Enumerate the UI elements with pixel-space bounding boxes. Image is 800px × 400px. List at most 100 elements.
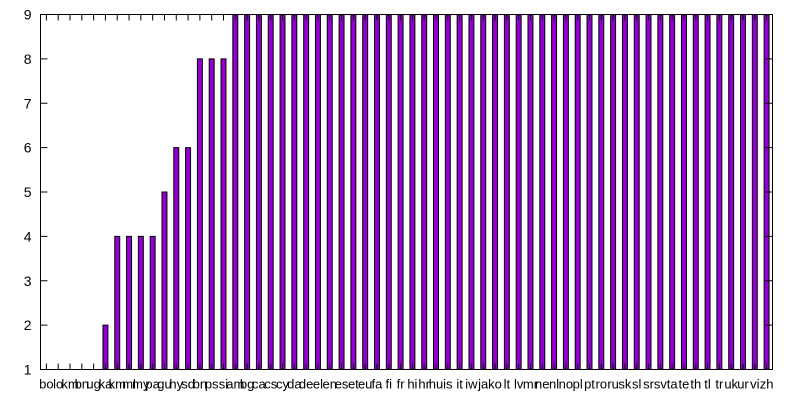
bars-layer <box>102 14 770 371</box>
y-tick-label: 6 <box>24 140 32 156</box>
x-tick-label: pl <box>573 377 583 392</box>
x-tick-label: cs <box>264 377 278 392</box>
bar-el <box>314 14 321 370</box>
y-ticks: 1 2 3 4 5 6 7 8 9 <box>24 7 773 378</box>
bar-pa <box>149 235 156 371</box>
x-tick-label: am <box>226 377 244 392</box>
bar-cs <box>267 14 274 370</box>
bar-nl <box>551 14 558 370</box>
x-tick-label: pt <box>584 377 595 392</box>
bar-de <box>303 14 310 370</box>
x-tick-label: is <box>443 377 453 392</box>
bar-lv <box>515 14 522 370</box>
bar-sv <box>657 14 664 370</box>
x-tick-label: eu <box>358 377 372 392</box>
bar-is <box>444 14 451 370</box>
x-tick-label: zh <box>760 377 774 392</box>
bar-da <box>291 14 298 370</box>
x-tick-label: km <box>61 377 78 392</box>
x-tick-label: hy <box>169 377 183 392</box>
bar-vi <box>751 14 758 370</box>
bar-th <box>692 14 699 370</box>
bar-am <box>232 14 239 370</box>
x-tick-label: gu <box>157 377 171 392</box>
x-tick-label: sv <box>654 377 668 392</box>
bar-ta <box>669 14 676 370</box>
bar-bn <box>196 58 203 371</box>
x-tick-label: ta <box>667 377 679 392</box>
x-tick-label: hi <box>407 377 417 392</box>
bar-hu <box>433 14 440 370</box>
x-tick-label: sd <box>181 377 195 392</box>
x-tick-label: de <box>299 377 313 392</box>
bar-sd <box>185 147 192 371</box>
x-tick-label: lo <box>53 377 63 392</box>
bar-cy <box>279 14 286 370</box>
x-tick-label: tr <box>715 377 724 392</box>
bar-ur <box>740 14 746 370</box>
bar-no <box>562 14 569 370</box>
plot-frame <box>40 14 773 370</box>
bar-hi <box>409 14 416 370</box>
x-tick-label: ca <box>252 377 267 392</box>
bar-eu <box>362 14 369 370</box>
axes-layer <box>45 14 768 370</box>
x-tick-label: hu <box>429 377 443 392</box>
bar-pt <box>586 14 593 370</box>
bar-te <box>680 14 687 370</box>
bar-uk <box>728 14 735 370</box>
x-tick-label: ko <box>488 377 502 392</box>
x-tick-label: sr <box>643 377 655 392</box>
x-tick-label: th <box>690 377 701 392</box>
bar-ko <box>492 14 499 370</box>
bar-tl <box>704 14 711 370</box>
x-tick-label: es <box>335 377 349 392</box>
x-tick-label: my <box>132 377 150 392</box>
bar-iw <box>468 14 475 370</box>
y-tick-label: 5 <box>24 184 32 200</box>
bar-ka <box>102 324 109 371</box>
bar-sr <box>645 14 652 370</box>
bar-gu <box>161 191 168 370</box>
x-tick-label: tl <box>704 377 711 392</box>
bar-es <box>338 14 345 370</box>
x-tick-label: bo <box>39 377 53 392</box>
bar-it <box>456 14 463 370</box>
bar-ps <box>208 58 215 371</box>
y-tick-label: 3 <box>24 273 32 289</box>
bar-fr <box>397 14 404 370</box>
x-tick-label: lv <box>514 377 524 392</box>
bar-si <box>220 58 227 371</box>
x-tick-label: fi <box>386 377 393 392</box>
x-tick-label: da <box>287 377 302 392</box>
bar-ru <box>610 14 617 370</box>
x-tick-label: ug <box>86 377 100 392</box>
x-tick-label: ur <box>737 377 749 392</box>
x-tick-label: el <box>313 377 323 392</box>
x-tick-label: cy <box>276 377 290 392</box>
bar-ml <box>126 235 133 371</box>
x-tick-label: fr <box>397 377 406 392</box>
x-tick-label: ru <box>607 377 619 392</box>
x-tick-label: km <box>109 377 126 392</box>
bar-et <box>350 14 357 370</box>
bar-pl <box>574 14 581 370</box>
x-tick-label: lt <box>504 377 511 392</box>
bar-ca <box>255 14 262 370</box>
x-tick-label: ml <box>122 377 136 392</box>
y-tick-label: 4 <box>24 228 32 244</box>
x-tick-label: bn <box>75 377 89 392</box>
bar-my <box>137 235 144 371</box>
bar-fi <box>385 14 392 370</box>
y-tick-label: 1 <box>24 362 32 378</box>
x-tick-label: sl <box>632 377 642 392</box>
x-tick-label: fa <box>372 377 384 392</box>
x-tick-label: ro <box>596 377 608 392</box>
bar-mr <box>527 14 534 370</box>
bar-ro <box>598 14 605 370</box>
x-tick-label: pa <box>145 377 160 392</box>
x-tick-label: en <box>323 377 337 392</box>
bar-fa <box>374 14 380 370</box>
